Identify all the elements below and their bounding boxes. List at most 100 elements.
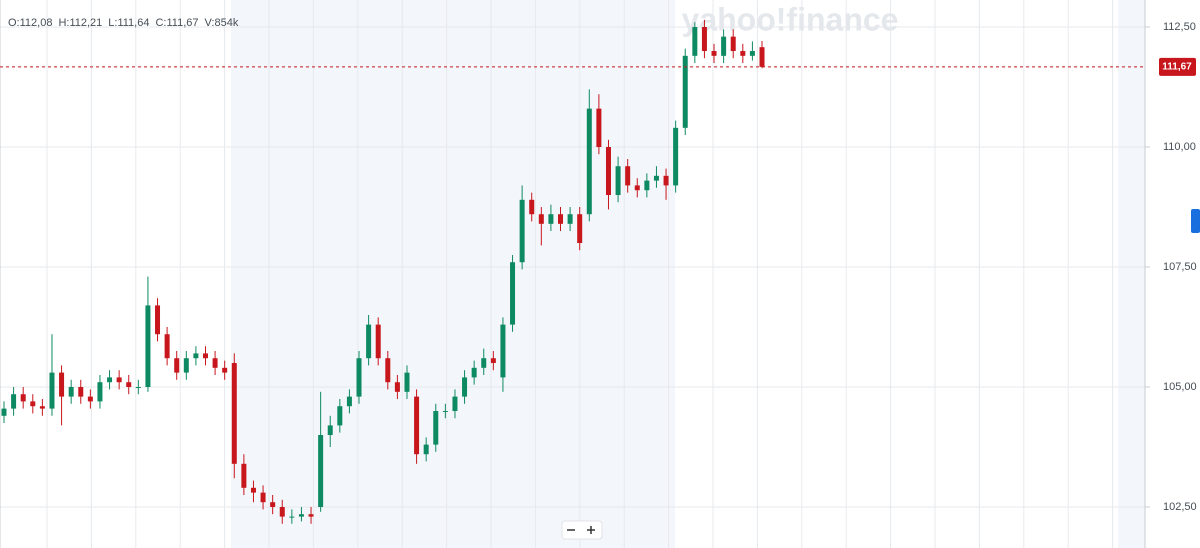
candle-body: [548, 214, 554, 224]
candle-body: [222, 367, 228, 373]
candle-body: [366, 324, 372, 359]
candle-body: [279, 507, 285, 517]
ohlc-info: H:112,21: [58, 17, 102, 29]
candle-body: [260, 492, 266, 503]
zoom-box: [561, 520, 603, 540]
candle-body: [596, 108, 602, 148]
candle-body: [270, 502, 276, 508]
candle-body: [510, 262, 516, 325]
candle-body: [577, 214, 583, 244]
candle-body: [462, 377, 468, 397]
candle-body: [346, 396, 352, 407]
candle-body: [385, 358, 391, 383]
zoom-controls: [561, 520, 603, 540]
candle-body: [653, 175, 659, 181]
candle-body: [30, 401, 36, 407]
candle-body: [11, 394, 17, 409]
ohlc-info: C:111,67: [155, 17, 198, 29]
candle-body: [394, 382, 400, 392]
candle-body: [625, 166, 631, 186]
candle-body: [663, 175, 669, 186]
candle-body: [490, 358, 496, 364]
candle-body: [126, 382, 132, 388]
candle-body: [289, 516, 295, 518]
y-tick-label: 110,00: [1163, 141, 1196, 153]
y-tick-label: 107,50: [1163, 261, 1197, 273]
candle-body: [749, 51, 755, 56]
candle-body: [481, 358, 487, 368]
candle-body: [231, 363, 237, 464]
current-price-tag: [1159, 57, 1196, 76]
candle-body: [740, 51, 746, 56]
extended-hours-shade: [231, 0, 675, 548]
ohlc-info: O:112,08: [8, 17, 52, 29]
candle-body: [337, 406, 343, 426]
candle-body: [673, 127, 679, 186]
candle-body: [452, 396, 458, 412]
side-panel-tab[interactable]: [1191, 209, 1200, 233]
watermark: yahoo!finance: [682, 1, 899, 37]
candle-body: [711, 51, 717, 56]
vertical-grid: [0, 0, 1145, 548]
candle-body: [298, 514, 304, 517]
candle-body: [615, 166, 621, 196]
candle-body: [59, 372, 65, 397]
candle-body: [558, 214, 564, 224]
candle-body: [682, 55, 688, 128]
candle-body: [97, 382, 103, 402]
candle-body: [519, 199, 525, 263]
candle-body: [20, 394, 26, 402]
candle-body: [174, 358, 180, 373]
candle-body: [730, 36, 736, 52]
candle-body: [471, 367, 477, 378]
candle-body: [538, 214, 544, 224]
y-tick-label: 105,00: [1163, 381, 1197, 393]
candle-body: [500, 324, 506, 378]
candle-body: [404, 372, 410, 392]
candle-body: [39, 406, 45, 409]
candle-body: [49, 372, 55, 409]
candle-body: [375, 324, 381, 359]
candle-body: [634, 185, 640, 191]
candle-body: [250, 487, 256, 493]
candle-body: [318, 435, 324, 508]
candle-body: [107, 377, 113, 383]
candle-body: [164, 334, 170, 359]
candle-body: [701, 27, 707, 52]
candle-body: [721, 36, 727, 56]
candle-body: [327, 425, 333, 436]
candle-body: [414, 396, 420, 455]
candle-body: [644, 180, 650, 191]
candle-body: [423, 444, 429, 455]
candle-body: [116, 377, 122, 383]
extended-hours-shade: [1118, 0, 1145, 548]
y-tick-label: 102,50: [1163, 501, 1197, 513]
candle-body: [567, 214, 573, 224]
candle-body: [212, 358, 218, 368]
current-price-label: 111,67: [1162, 62, 1192, 73]
candle-body: [193, 353, 199, 359]
ohlc-info: L:111,64: [108, 17, 149, 29]
candle-body: [87, 396, 93, 402]
candle-body: [78, 387, 84, 397]
candle-body: [692, 27, 698, 56]
candle-body: [135, 387, 141, 389]
candle-body: [1, 408, 7, 416]
candle-body: [308, 514, 314, 517]
y-tick-label: 112,50: [1163, 21, 1196, 33]
candle-body: [759, 47, 765, 67]
candle-body: [529, 199, 535, 215]
candle-body: [145, 305, 151, 388]
candle-body: [202, 353, 208, 359]
candle-body: [442, 411, 448, 413]
candle-body: [605, 147, 611, 196]
candle-body: [241, 463, 247, 488]
candle-body: [183, 358, 189, 373]
ohlc-info: V:854k: [204, 17, 238, 29]
candle-body: [586, 108, 592, 215]
candle-body: [356, 358, 362, 397]
candle-body: [433, 411, 439, 445]
candle-body: [68, 387, 74, 397]
